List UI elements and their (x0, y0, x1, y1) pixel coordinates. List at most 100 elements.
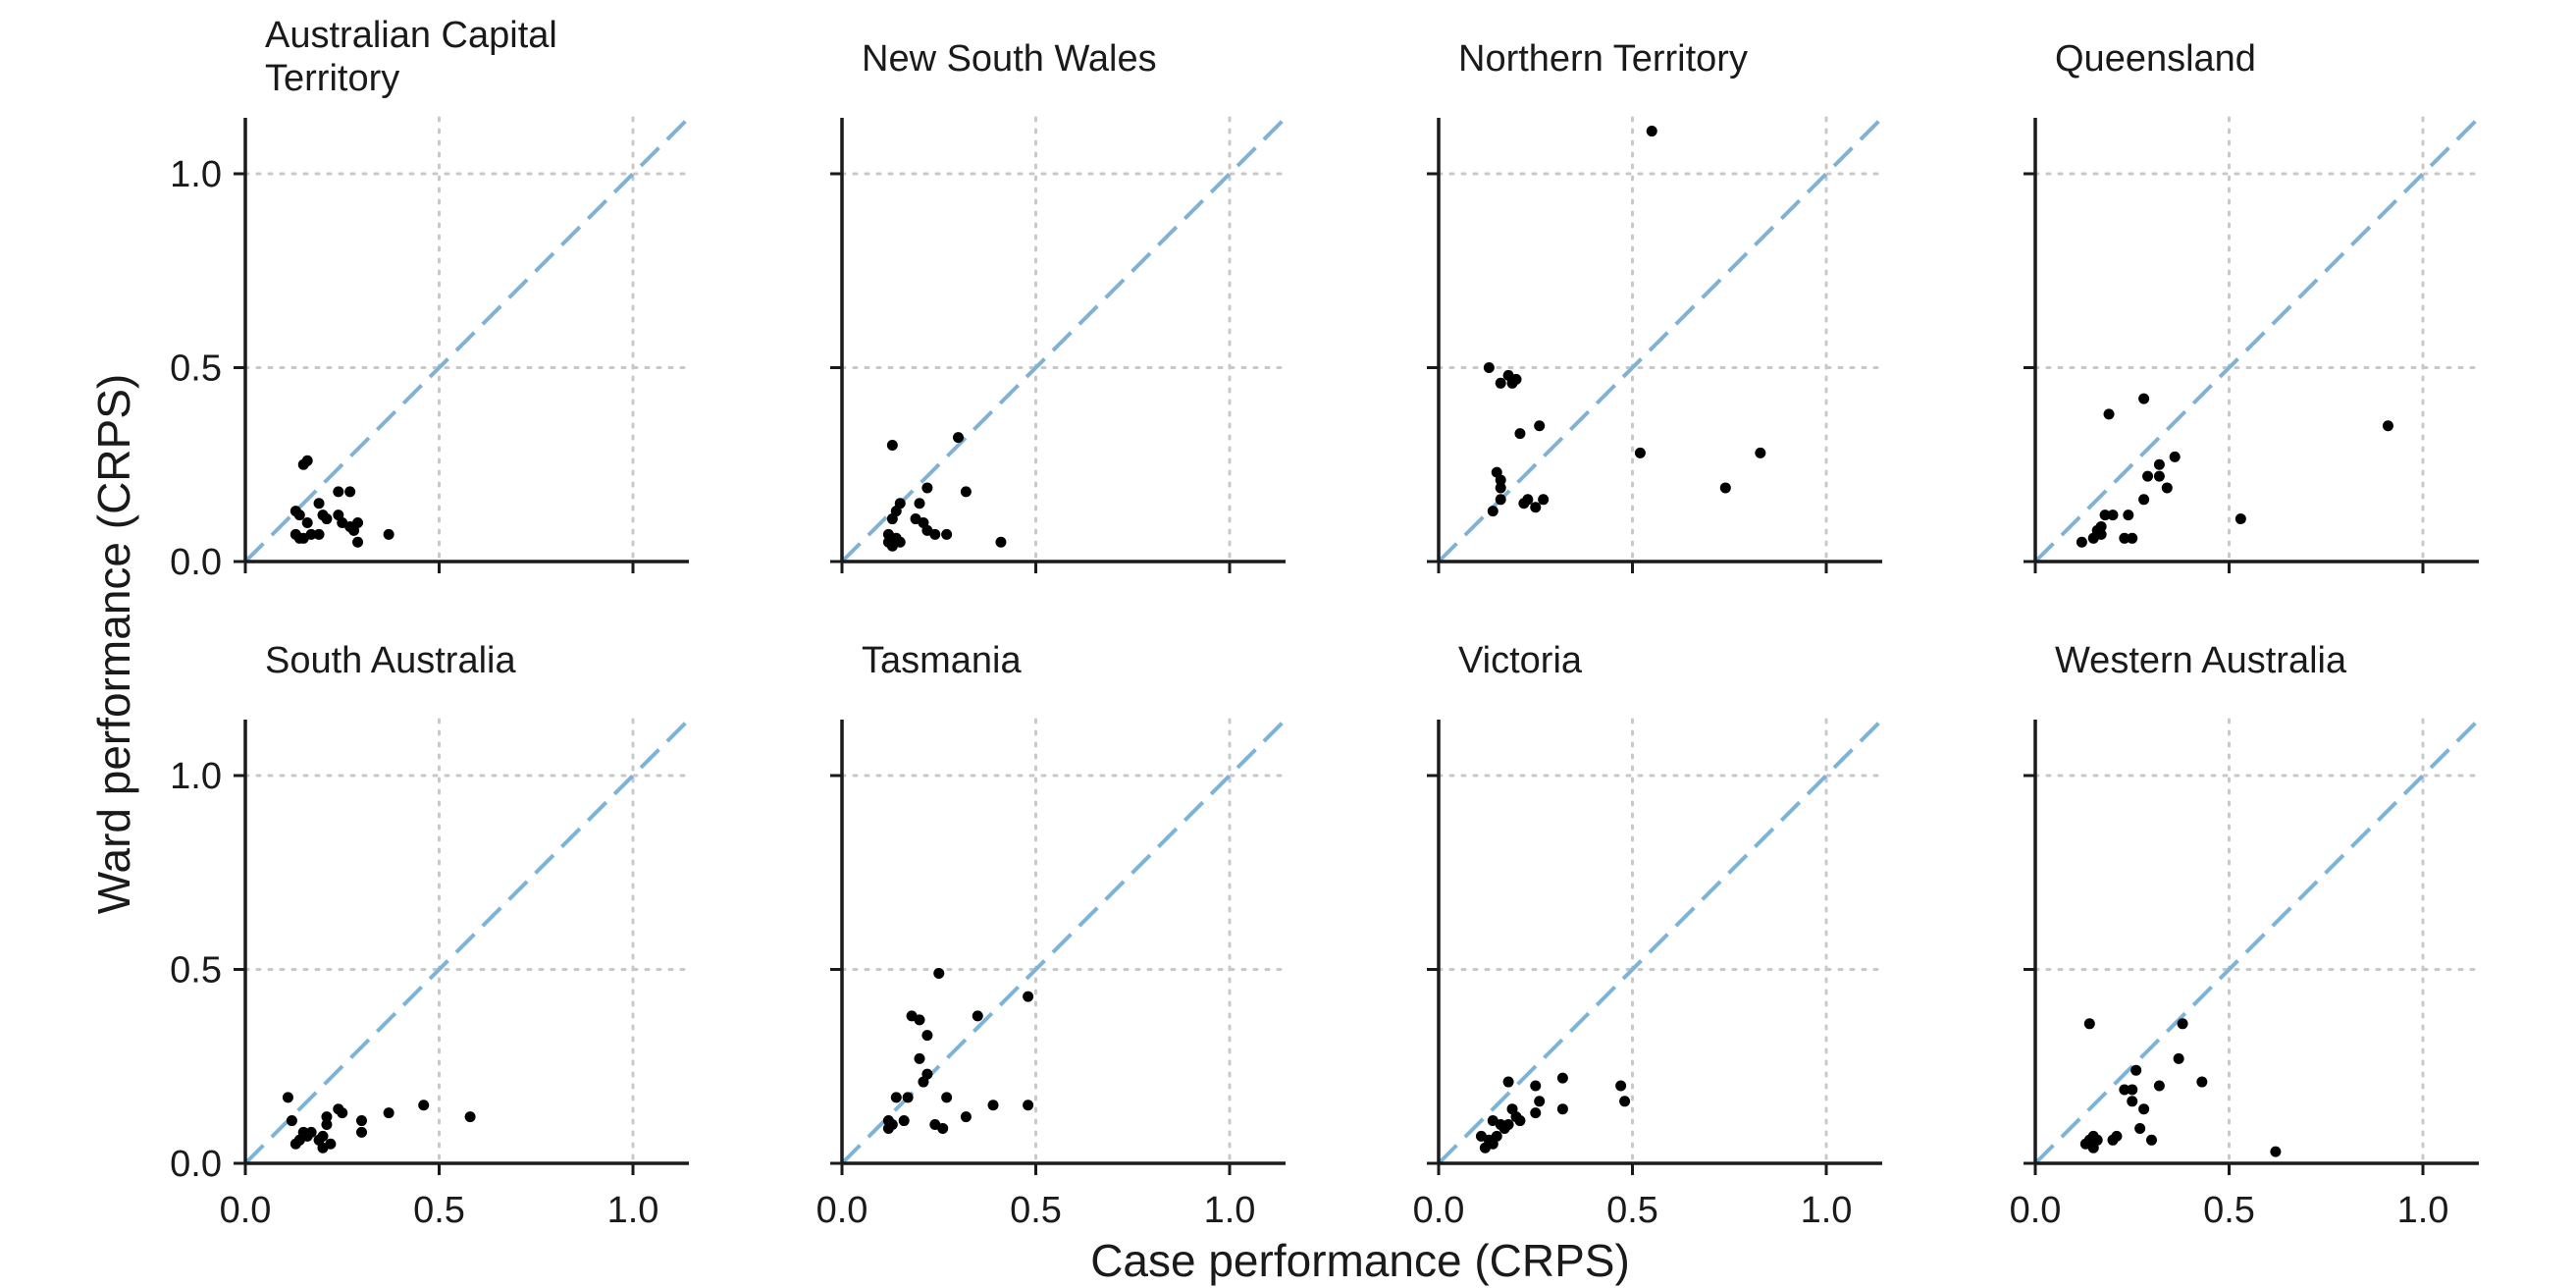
data-point (987, 1100, 999, 1111)
data-point (2099, 510, 2111, 521)
data-point (886, 1119, 898, 1130)
x-tick-label: 1.0 (2397, 1190, 2449, 1231)
data-point (953, 432, 964, 444)
data-point (293, 510, 305, 521)
reference-line (243, 116, 691, 564)
data-point (1495, 377, 1506, 389)
data-point (1534, 420, 1546, 432)
data-point (1719, 482, 1731, 494)
data-point (1495, 474, 1506, 486)
data-point (344, 486, 356, 498)
x-axis-title: Case performance (CRPS) (1090, 1235, 1630, 1286)
x-tick-label: 0.0 (2010, 1190, 2062, 1231)
data-point (1619, 1096, 1631, 1107)
data-point (2127, 1084, 2138, 1096)
panel-title: Tasmania (862, 640, 1022, 681)
panel-title: Australian Capital (265, 15, 557, 56)
data-point (2161, 482, 2173, 494)
panel-7: Western Australia 0.0 0.5 1.0 (2010, 640, 2481, 1231)
data-point (960, 486, 972, 498)
panel-5: Tasmania 0.0 0.5 1.0 (816, 640, 1288, 1231)
panel-title: Victoria (1458, 640, 1583, 681)
x-tick-label: 0.0 (816, 1190, 868, 1231)
data-point (890, 1092, 902, 1103)
data-point (933, 967, 945, 979)
data-point (348, 524, 360, 536)
data-point (313, 528, 325, 540)
data-point (1538, 494, 1550, 506)
y-tick-label: 1.0 (170, 154, 222, 195)
data-point (2142, 470, 2154, 482)
x-tick-label: 0.0 (1413, 1190, 1465, 1231)
data-point (305, 1126, 317, 1138)
data-point (1487, 506, 1498, 517)
panel-title: Queensland (2055, 38, 2256, 80)
data-point (2076, 536, 2087, 548)
data-point (2382, 420, 2393, 432)
data-point (2119, 1084, 2130, 1096)
data-point (972, 1010, 983, 1022)
data-point (301, 517, 313, 528)
data-point (1510, 373, 1522, 385)
y-tick-label: 0.0 (170, 1144, 222, 1185)
x-tick-label: 0.0 (220, 1190, 272, 1231)
data-point (1514, 428, 1526, 440)
data-point (2173, 1052, 2184, 1064)
data-point (1530, 502, 1542, 513)
panel-6: Victoria 0.0 0.5 1.0 (1413, 640, 1884, 1231)
data-point (941, 528, 953, 540)
reference-line (1437, 718, 1884, 1165)
data-point (305, 528, 317, 540)
data-point (352, 536, 364, 548)
data-point (1502, 1076, 1514, 1088)
data-point (2111, 1130, 2123, 1142)
data-point (337, 1107, 348, 1119)
data-point (894, 498, 906, 510)
data-point (313, 1134, 325, 1146)
x-tick-label: 0.5 (1606, 1190, 1658, 1231)
data-point (2153, 470, 2165, 482)
data-point (937, 1122, 949, 1134)
data-point (2138, 494, 2150, 506)
data-point (321, 1111, 333, 1123)
data-point (1530, 1080, 1542, 1092)
panel-title: Territory (265, 58, 399, 99)
data-point (1491, 1130, 1502, 1142)
reference-line (840, 116, 1288, 564)
reference-line (1437, 116, 1884, 564)
data-point (313, 498, 325, 510)
data-point (356, 1115, 367, 1127)
data-point (2169, 451, 2181, 462)
data-point (941, 1092, 953, 1103)
data-point (921, 1068, 933, 1080)
data-point (2119, 532, 2130, 544)
data-point (2127, 1096, 2138, 1107)
panel-title: South Australia (265, 640, 516, 681)
data-point (2234, 513, 2246, 525)
x-tick-label: 0.5 (1010, 1190, 1062, 1231)
data-point (886, 440, 898, 451)
panel-1: New South Wales (830, 38, 1288, 573)
data-point (894, 536, 906, 548)
data-point (1487, 1115, 1498, 1127)
data-point (1023, 991, 1034, 1002)
data-point (1483, 362, 1495, 373)
data-point (914, 498, 925, 510)
data-point (356, 1126, 367, 1138)
data-point (2123, 510, 2134, 521)
data-point (1530, 1107, 1542, 1119)
data-point (383, 1107, 394, 1119)
data-point (1556, 1072, 1568, 1084)
data-point (2095, 528, 2107, 540)
x-tick-label: 1.0 (1801, 1190, 1853, 1231)
data-point (2270, 1146, 2282, 1157)
data-point (2107, 510, 2119, 521)
data-point (464, 1111, 476, 1123)
data-point (1023, 1100, 1034, 1111)
data-point (1495, 494, 1506, 506)
data-point (1522, 494, 1534, 506)
data-point (902, 1092, 914, 1103)
data-point (1495, 482, 1506, 494)
data-point (321, 1119, 333, 1130)
